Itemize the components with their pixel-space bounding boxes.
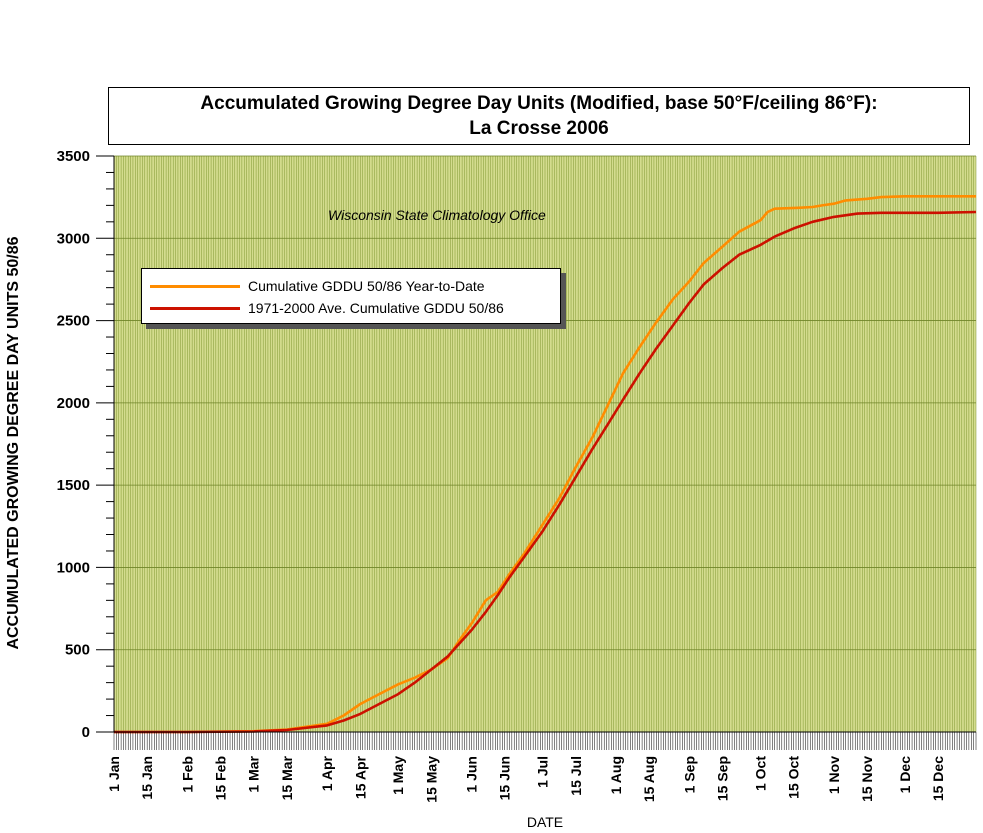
x-tick-label: 15 Nov <box>859 756 875 802</box>
x-axis-label: DATE <box>526 814 564 830</box>
x-tick-label: 1 Aug <box>608 756 624 794</box>
x-tick-label: 15 Jun <box>497 756 513 800</box>
x-tick-label: 15 Apr <box>352 755 368 799</box>
chart-subtitle: La Crosse 2006 <box>469 118 609 139</box>
x-tick-label: 1 Jan <box>106 756 122 792</box>
x-tick-label: 1 Oct <box>753 756 769 791</box>
x-tick-label: 1 Apr <box>319 755 335 791</box>
x-tick-label: 15 Jan <box>139 756 155 800</box>
axes: 0 500 1000 1500 2000 2500 3000 3500 1 Jan 15 Jan 1… <box>57 148 977 803</box>
x-tick-label: 1 Mar <box>246 755 262 792</box>
legend-label-ytd: Cumulative GDDU 50/86 Year-to-Date <box>248 278 485 294</box>
y-tick-label: 0 <box>82 724 90 741</box>
x-tick-label: 15 Mar <box>279 755 295 800</box>
x-tick-label: 1 Jul <box>535 756 551 788</box>
legend-label-average: 1971-2000 Ave. Cumulative GDDU 50/86 <box>248 300 504 316</box>
y-tick-label: 1500 <box>57 477 90 494</box>
series-lines <box>114 195 977 734</box>
chart-annotation: Wisconsin State Climatology Office <box>328 207 546 223</box>
x-tick-label: 1 Jun <box>464 756 480 793</box>
grid-lines <box>113 155 977 733</box>
x-tick-label: 1 Dec <box>897 756 913 794</box>
x-tick-label: 15 Aug <box>641 756 657 802</box>
x-tick-label: 15 Oct <box>786 756 802 799</box>
x-tick-label: 1 Feb <box>179 756 195 793</box>
y-axis-label: ACCUMULATED GROWING DEGREE DAY UNITS 50/… <box>5 236 22 650</box>
legend: Cumulative GDDU 50/86 Year-to-Date 1971-… <box>141 268 561 324</box>
x-tick-label: 15 Jul <box>568 756 584 796</box>
legend-entry-ytd: Cumulative GDDU 50/86 Year-to-Date <box>150 276 485 296</box>
y-tick-label: 3000 <box>57 230 90 247</box>
legend-entry-average: 1971-2000 Ave. Cumulative GDDU 50/86 <box>150 298 504 318</box>
y-tick-label: 2500 <box>57 313 90 330</box>
chart-title-box: Accumulated Growing Degree Day Units (Mo… <box>108 87 970 145</box>
x-tick-label: 15 May <box>423 756 439 803</box>
y-tick-label: 500 <box>65 642 90 659</box>
y-tick-label: 1000 <box>57 559 90 576</box>
x-tick-label: 15 Feb <box>213 756 229 800</box>
chart-title: Accumulated Growing Degree Day Units (Mo… <box>200 93 878 114</box>
series-line-0 <box>114 195 976 734</box>
x-tick-label: 15 Sep <box>715 756 731 801</box>
y-tick-label: 2000 <box>57 395 90 412</box>
series-line-1 <box>114 210 977 734</box>
x-tick-label: 1 Nov <box>826 756 842 794</box>
y-tick-label: 3500 <box>57 148 90 165</box>
legend-swatch-average <box>150 306 240 310</box>
x-tick-label: 1 Sep <box>682 756 698 793</box>
x-tick-label: 15 Dec <box>930 756 946 801</box>
legend-swatch-ytd <box>150 284 240 288</box>
x-tick-label: 1 May <box>390 756 406 795</box>
